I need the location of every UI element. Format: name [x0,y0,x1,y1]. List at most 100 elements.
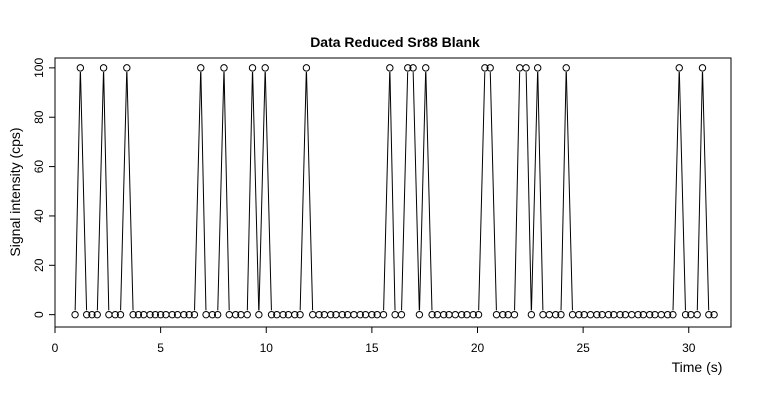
series-line-segment [74,72,81,311]
data-point [202,310,210,319]
data-point [616,310,624,319]
data-point [82,310,91,319]
data-point [231,310,240,319]
series-line-segment [126,72,134,311]
data-point [315,310,323,319]
series-line-segment [79,72,88,311]
series-line-segment [412,72,420,311]
series-line-segment [401,72,409,311]
data-point [134,310,143,319]
x-tick-label: 0 [52,341,59,355]
series-line-segment [478,72,486,311]
data-point [409,64,417,72]
data-point [190,310,199,319]
series-line-segment [120,72,128,311]
data-point [516,64,524,72]
series-line-segment [305,72,314,311]
x-axis: 0 5 10 15 20 25 30 [52,327,696,355]
data-point [326,310,335,319]
x-tick-label: 20 [471,341,485,355]
data-point [168,310,176,319]
data-point [545,310,554,319]
data-point [469,310,477,319]
data-point [197,64,205,72]
data-point [180,310,188,319]
data-point [575,310,583,319]
data-point [356,310,364,319]
series-line-segment [565,72,573,311]
series-line-segment [696,72,703,311]
series-line-segment [419,72,427,311]
series-line-segment [537,72,544,311]
x-tick-label: 5 [157,341,164,355]
data-point [698,64,707,72]
data-point [492,310,501,319]
data-point [645,310,654,319]
chart-title: Data Reduced Sr88 Blank [310,34,480,50]
series-line-segment [560,72,567,311]
data-point [628,310,636,319]
data-point [604,310,613,319]
data-point [440,310,448,319]
y-axis-label: Signal intensity (cps) [7,127,23,256]
data-point [562,64,570,72]
series-group [71,64,718,319]
data-point [116,310,125,319]
data-point [379,310,388,319]
data-point [105,310,113,319]
data-point [255,310,263,319]
series-line-segment [299,72,307,311]
series-line-segment [489,72,497,311]
x-tick-label: 30 [682,341,696,355]
data-point [481,64,489,72]
series-line-segment [194,72,202,311]
series-line-segment [525,72,532,311]
data-point [213,310,222,319]
data-point [248,64,257,72]
data-point [522,64,530,72]
data-point [510,310,519,319]
data-point [350,310,358,319]
y-tick-label: 100 [32,58,46,78]
series-line-segment [702,72,710,311]
data-point [267,310,276,319]
data-point [568,310,577,319]
data-point [243,310,251,319]
series-line-segment [258,72,266,311]
data-point [534,64,542,72]
y-tick-label: 0 [32,311,46,318]
series-line-segment [217,72,225,311]
data-point [474,310,483,319]
data-point [634,310,642,319]
data-point [557,310,565,319]
data-point [338,310,346,319]
data-point [93,310,101,319]
data-point [391,310,399,319]
data-point [415,310,424,319]
data-point [386,64,394,72]
series-line-segment [252,72,260,311]
series-line-segment [264,72,272,311]
data-point [457,310,466,319]
data-point [451,310,460,319]
data-point [302,64,311,72]
data-point [185,310,193,319]
data-point [539,310,547,319]
data-point [225,310,233,319]
data-point [156,310,165,319]
data-point [593,310,601,319]
data-point [71,310,79,319]
data-point [88,310,96,319]
plot-frame [54,57,732,328]
x-tick-label: 15 [365,341,379,355]
data-point [404,64,412,72]
data-point [279,310,287,319]
y-tick-label: 20 [32,258,46,272]
data-point [296,310,304,319]
series-line-segment [103,72,110,311]
data-point [261,64,269,72]
series-line-segment [389,72,396,311]
data-point [220,64,228,72]
data-point [422,64,430,72]
data-point [76,64,85,72]
